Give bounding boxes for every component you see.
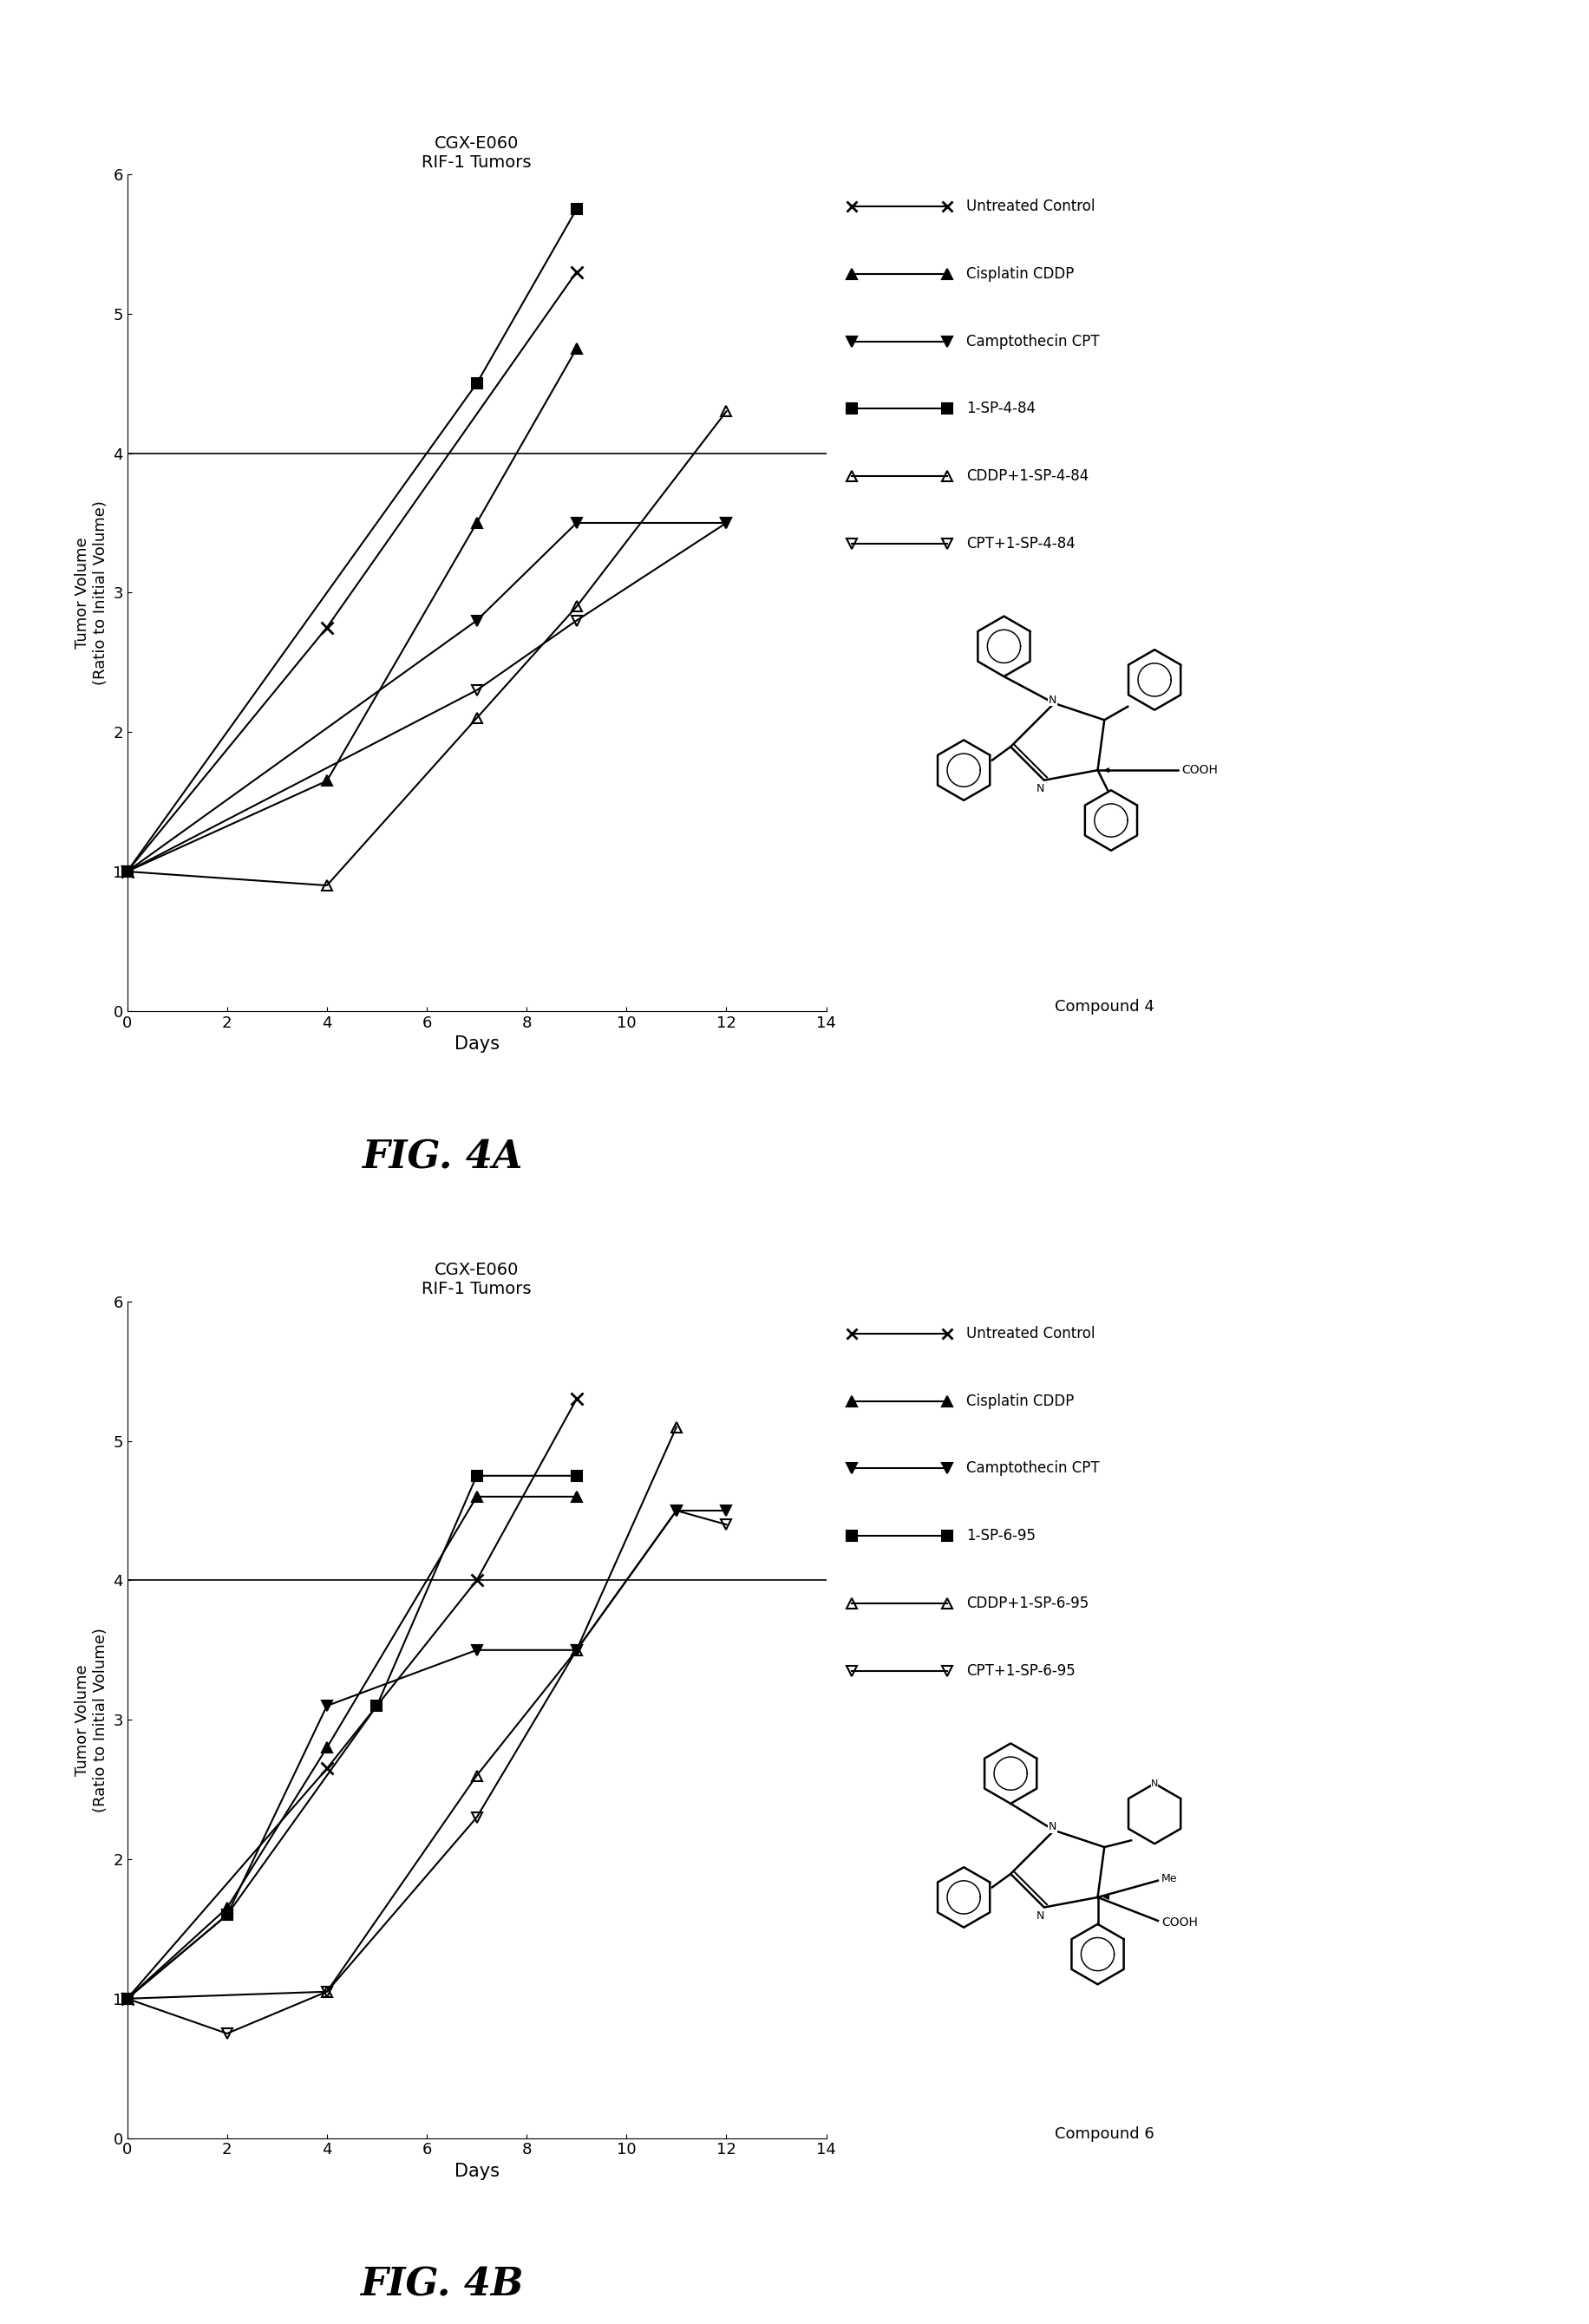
Text: 1-SP-6-95: 1-SP-6-95 <box>966 1529 1036 1543</box>
Text: N: N <box>1036 783 1046 795</box>
Text: Cisplatin CDDP: Cisplatin CDDP <box>966 265 1074 281</box>
Title: CGX-E060
RIF-1 Tumors: CGX-E060 RIF-1 Tumors <box>421 1262 532 1297</box>
Text: N: N <box>1049 695 1057 706</box>
Text: N: N <box>1036 1910 1046 1922</box>
Text: Compound 4: Compound 4 <box>1055 999 1154 1016</box>
Y-axis label: Tumor Volume
(Ratio to Initial Volume): Tumor Volume (Ratio to Initial Volume) <box>75 500 108 686</box>
Text: N: N <box>1150 1780 1158 1787</box>
Polygon shape <box>1103 767 1109 774</box>
Text: FIG. 4B: FIG. 4B <box>361 2266 523 2303</box>
Text: Untreated Control: Untreated Control <box>966 1325 1095 1341</box>
Text: FIG. 4A: FIG. 4A <box>361 1139 523 1176</box>
Text: Me: Me <box>1162 1873 1177 1885</box>
Text: CDDP+1-SP-4-84: CDDP+1-SP-4-84 <box>966 469 1088 483</box>
X-axis label: Days: Days <box>454 2164 499 2180</box>
Text: Cisplatin CDDP: Cisplatin CDDP <box>966 1392 1074 1408</box>
Text: COOH: COOH <box>1162 1917 1198 1929</box>
Title: CGX-E060
RIF-1 Tumors: CGX-E060 RIF-1 Tumors <box>421 135 532 170</box>
Text: CPT+1-SP-6-95: CPT+1-SP-6-95 <box>966 1664 1076 1678</box>
Text: N: N <box>1049 1822 1057 1834</box>
Text: Camptothecin CPT: Camptothecin CPT <box>966 335 1100 349</box>
Y-axis label: Tumor Volume
(Ratio to Initial Volume): Tumor Volume (Ratio to Initial Volume) <box>75 1627 108 1813</box>
Text: Compound 6: Compound 6 <box>1055 2126 1154 2143</box>
Text: Untreated Control: Untreated Control <box>966 198 1095 214</box>
Text: CDDP+1-SP-6-95: CDDP+1-SP-6-95 <box>966 1597 1088 1611</box>
Text: CPT+1-SP-4-84: CPT+1-SP-4-84 <box>966 537 1076 551</box>
Text: COOH: COOH <box>1181 765 1217 776</box>
X-axis label: Days: Days <box>454 1037 499 1053</box>
Text: 1-SP-4-84: 1-SP-4-84 <box>966 402 1036 416</box>
Polygon shape <box>1103 1894 1109 1901</box>
Text: Camptothecin CPT: Camptothecin CPT <box>966 1462 1100 1476</box>
